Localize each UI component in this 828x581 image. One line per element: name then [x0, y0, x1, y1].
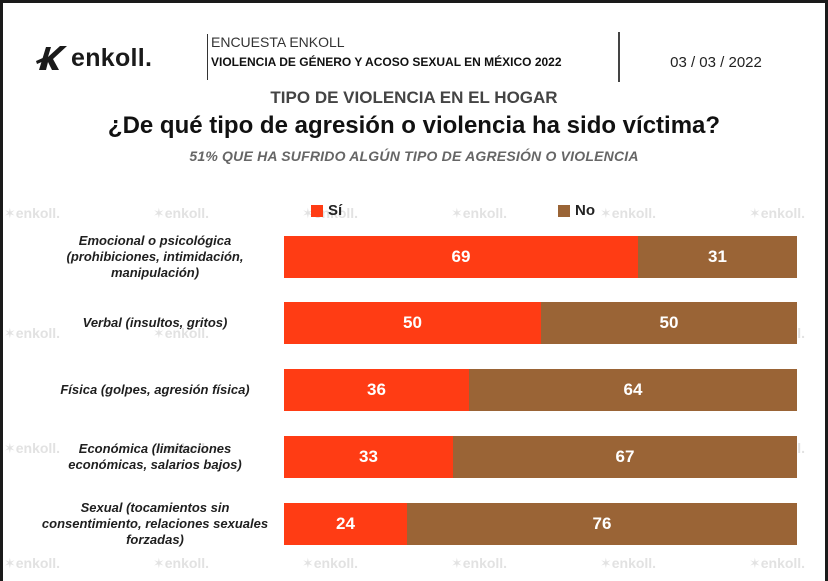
data-label-si-2: 36 [367, 380, 386, 399]
data-label-si-1: 50 [403, 313, 422, 332]
chart-section-title: TIPO DE VIOLENCIA EN EL HOGAR [270, 88, 558, 107]
watermark: ✶enkoll. [153, 555, 210, 571]
watermark: ✶enkoll. [600, 205, 657, 221]
legend-label-si: Sí [328, 202, 343, 219]
category-label: Sexual (tocamientos sin consentimiento, … [41, 500, 269, 547]
enkoll-logo-icon [36, 46, 67, 70]
enkoll-logo: enkoll. [36, 43, 152, 73]
legend-item-no: No [558, 202, 595, 219]
watermark: ✶enkoll. [4, 555, 61, 571]
category-label: Física (golpes, agresión física) [60, 382, 250, 397]
bar-no-0: 31 [638, 236, 797, 278]
data-label-no-2: 64 [623, 380, 643, 399]
watermark: ✶enkoll. [153, 205, 210, 221]
bar-si-2: 36 [284, 369, 469, 411]
watermark: ✶enkoll. [153, 440, 210, 456]
bar-si-0: 69 [284, 236, 638, 278]
watermark: ✶enkoll. [153, 325, 210, 341]
survey-header: ENCUESTA ENKOLL VIOLENCIA DE GÉNERO Y AC… [207, 34, 562, 80]
legend-swatch-si [311, 204, 323, 217]
category-label: Verbal (insultos, gritos) [82, 315, 228, 330]
survey-title: VIOLENCIA DE GÉNERO Y ACOSO SEXUAL EN MÉ… [211, 55, 562, 69]
header-divider [618, 32, 620, 82]
watermark: ✶enkoll. [4, 440, 61, 456]
data-label-no-0: 31 [708, 247, 727, 266]
watermark: ✶enkoll. [451, 555, 508, 571]
enkoll-logo-text: enkoll. [71, 43, 153, 72]
survey-date: 03 / 03 / 2022 [670, 54, 762, 71]
bar-si-4: 24 [284, 503, 407, 545]
data-label-no-1: 50 [659, 313, 679, 332]
category-label: Emocional o psicológica (prohibiciones, … [66, 233, 244, 280]
frame-right-border [825, 0, 828, 581]
survey-name: ENCUESTA ENKOLL [211, 34, 345, 50]
data-label-si-0: 69 [451, 247, 471, 266]
bar-no-1: 50 [541, 302, 797, 344]
bar-no-4: 76 [407, 503, 797, 545]
bar-si-3: 33 [284, 436, 453, 478]
chart-subtitle: 51% QUE HA SUFRIDO ALGÚN TIPO DE AGRESIÓ… [189, 148, 639, 164]
watermark: ✶enkoll. [600, 555, 657, 571]
legend-label-no: No [575, 202, 595, 219]
watermark: ✶enkoll. [749, 555, 806, 571]
watermark: ✶enkoll. [749, 205, 806, 221]
data-label-no-3: 67 [615, 447, 635, 466]
data-label-si-4: 24 [336, 514, 355, 533]
bar-no-2: 64 [469, 369, 797, 411]
chart-title: ¿De qué tipo de agresión o violencia ha … [107, 112, 721, 139]
data-label-no-4: 76 [592, 514, 612, 533]
frame-left-border [0, 0, 3, 581]
category-label: Económica (limitaciones económicas, sala… [68, 441, 242, 472]
data-label-si-3: 33 [359, 447, 378, 466]
legend-item-si: Sí [311, 202, 342, 219]
legend-swatch-no [558, 204, 570, 217]
watermark: ✶enkoll. [4, 325, 61, 341]
watermark: ✶enkoll. [4, 205, 61, 221]
watermark: ✶enkoll. [451, 205, 508, 221]
watermark: ✶enkoll. [302, 555, 359, 571]
bar-si-1: 50 [284, 302, 541, 344]
frame-top-border [0, 0, 828, 3]
bar-no-3: 67 [453, 436, 797, 478]
